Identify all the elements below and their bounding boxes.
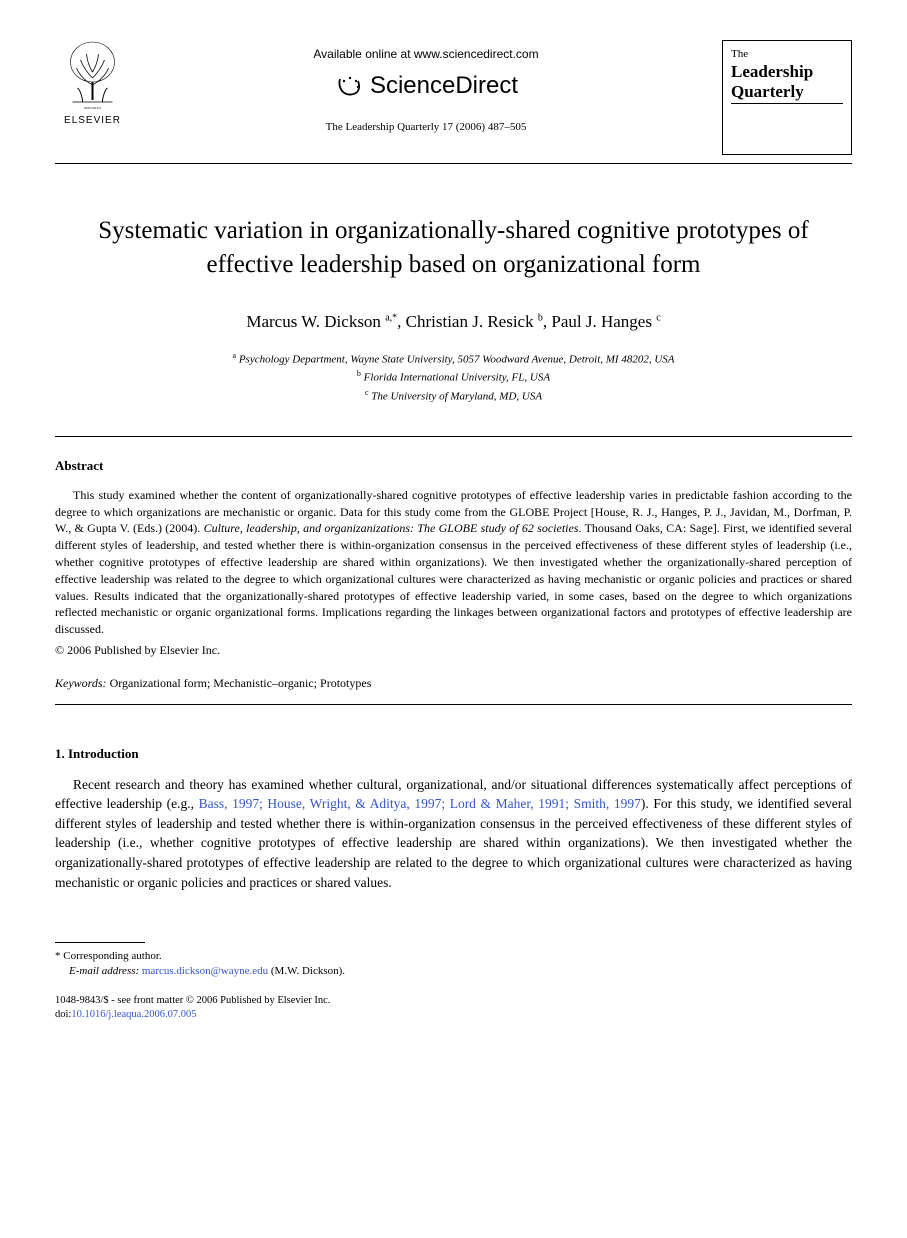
corresponding-email[interactable]: marcus.dickson@wayne.edu bbox=[142, 965, 268, 977]
footnote-separator bbox=[55, 942, 145, 943]
email-label: E-mail address: bbox=[69, 965, 139, 977]
sciencedirect-icon bbox=[334, 71, 364, 101]
email-suffix: (M.W. Dickson). bbox=[268, 965, 345, 977]
header-rule bbox=[55, 163, 852, 164]
affiliations: a Psychology Department, Wayne State Uni… bbox=[55, 350, 852, 406]
doi-link[interactable]: 10.1016/j.leaqua.2006.07.005 bbox=[71, 1009, 196, 1020]
footnote-block: * Corresponding author. E-mail address: … bbox=[55, 949, 852, 980]
doi-line: doi:10.1016/j.leaqua.2006.07.005 bbox=[55, 1008, 852, 1022]
publisher-name: ELSEVIER bbox=[55, 114, 130, 128]
affil-c: The University of Maryland, MD, USA bbox=[369, 391, 543, 403]
keywords-values: Organizational form; Mechanistic–organic… bbox=[107, 676, 372, 690]
citation: The Leadership Quarterly 17 (2006) 487–5… bbox=[130, 120, 722, 135]
abstract-top-rule bbox=[55, 436, 852, 437]
intro-heading: 1. Introduction bbox=[55, 745, 852, 763]
footer-info: 1048-9843/$ - see front matter © 2006 Pu… bbox=[55, 994, 852, 1022]
intro-citations-link[interactable]: Bass, 1997; House, Wright, & Aditya, 199… bbox=[199, 796, 641, 811]
keywords-label: Keywords: bbox=[55, 676, 107, 690]
publisher-logo: NON SOLUS ELSEVIER bbox=[55, 40, 130, 128]
authors-line: Marcus W. Dickson a,*, Christian J. Resi… bbox=[55, 310, 852, 334]
journal-name-2: Quarterly bbox=[731, 82, 843, 102]
doi-prefix: doi: bbox=[55, 1009, 71, 1020]
svg-text:NON SOLUS: NON SOLUS bbox=[84, 106, 101, 110]
platform-brand: ScienceDirect bbox=[130, 69, 722, 103]
journal-title-box: The Leadership Quarterly bbox=[722, 40, 852, 155]
affil-b: Florida International University, FL, US… bbox=[361, 372, 550, 384]
email-line: E-mail address: marcus.dickson@wayne.edu… bbox=[55, 964, 852, 979]
intro-paragraph: Recent research and theory has examined … bbox=[55, 775, 852, 892]
page-header: NON SOLUS ELSEVIER Available online at w… bbox=[55, 40, 852, 155]
journal-the: The bbox=[731, 47, 843, 62]
header-center: Available online at www.sciencedirect.co… bbox=[130, 40, 722, 136]
keywords-line: Keywords: Organizational form; Mechanist… bbox=[55, 675, 852, 692]
corresponding-author-note: * Corresponding author. bbox=[55, 949, 852, 964]
author-3: Paul J. Hanges bbox=[551, 312, 656, 331]
abstract-citation-title: Culture, leadership, and organizanizatio… bbox=[204, 521, 579, 535]
abstract-paragraph: This study examined whether the content … bbox=[55, 487, 852, 638]
available-online-text: Available online at www.sciencedirect.co… bbox=[130, 46, 722, 63]
author-2: Christian J. Resick bbox=[406, 312, 538, 331]
author-sep-1: , bbox=[397, 312, 406, 331]
copyright-line: © 2006 Published by Elsevier Inc. bbox=[55, 642, 852, 659]
elsevier-tree-icon: NON SOLUS bbox=[60, 40, 125, 110]
issn-line: 1048-9843/$ - see front matter © 2006 Pu… bbox=[55, 994, 852, 1008]
affil-a: Psychology Department, Wayne State Unive… bbox=[236, 353, 674, 365]
abstract-bottom-rule bbox=[55, 704, 852, 705]
platform-name: ScienceDirect bbox=[370, 69, 518, 103]
author-3-affil: c bbox=[656, 312, 660, 323]
journal-name-1: Leadership bbox=[731, 62, 843, 82]
article-title: Systematic variation in organizationally… bbox=[75, 214, 832, 282]
abstract-heading: Abstract bbox=[55, 457, 852, 475]
abstract-text-b: . Thousand Oaks, CA: Sage]. First, we id… bbox=[55, 521, 852, 636]
journal-box-divider bbox=[731, 103, 843, 104]
author-1: Marcus W. Dickson bbox=[246, 312, 385, 331]
